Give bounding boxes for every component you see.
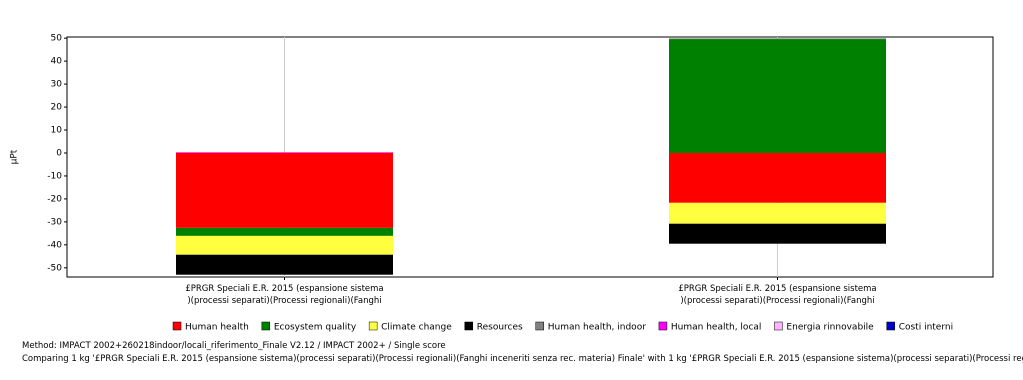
- legend-label: Climate change: [381, 323, 452, 333]
- y-axis-label: µPt: [10, 149, 20, 164]
- bar-segment: [669, 223, 886, 244]
- legend-label: Resources: [477, 323, 523, 333]
- legend-swatch: [774, 321, 783, 331]
- bar-segment: [669, 202, 886, 224]
- legend-swatch: [886, 321, 895, 331]
- bar-segment: [176, 254, 393, 275]
- y-tick-label: 30: [51, 80, 63, 90]
- y-tick-label: -50: [47, 263, 62, 273]
- x-tick-label: £PRGR Speciali E.R. 2015 (espansione sis…: [678, 284, 877, 306]
- legend-label: Human health, indoor: [548, 323, 646, 333]
- x-tick-label: £PRGR Speciali E.R. 2015 (espansione sis…: [185, 284, 384, 306]
- y-tick-label: -30: [47, 217, 62, 227]
- legend-label: Ecosystem quality: [274, 323, 357, 333]
- legend-swatch: [658, 321, 668, 331]
- comparison-text: Comparing 1 kg '£PRGR Speciali E.R. 2015…: [22, 354, 1023, 364]
- legend-label: Human health, local: [671, 323, 762, 333]
- y-tick-label: 40: [51, 57, 63, 67]
- bar-segment: [669, 39, 886, 153]
- legend-swatch: [535, 321, 544, 331]
- bar-segment: [176, 227, 393, 236]
- bar-segment: [669, 152, 886, 203]
- bar-segment: [669, 38, 886, 40]
- y-tick-label: 50: [51, 34, 63, 44]
- plot-frame: [66, 36, 994, 278]
- legend-swatch: [172, 321, 182, 331]
- legend-label: Human health: [185, 323, 249, 333]
- y-tick-label: -20: [47, 194, 62, 204]
- bar-segment: [176, 235, 393, 255]
- y-tick-label: -10: [47, 171, 62, 181]
- legend-swatch: [261, 321, 271, 331]
- bar-segment: [176, 152, 393, 228]
- legend-label: Costi interni: [899, 323, 953, 333]
- y-tick-label: 10: [51, 126, 63, 136]
- legend-swatch: [464, 321, 474, 331]
- y-tick-label: 0: [56, 148, 62, 158]
- y-tick-label: -40: [47, 240, 62, 250]
- method-text: Method: IMPACT 2002+260218indoor/locali_…: [22, 341, 446, 351]
- bar-segment: [176, 152, 393, 153]
- legend-label: Energia rinnovabile: [786, 323, 874, 333]
- y-tick-label: 20: [51, 103, 63, 113]
- legend-swatch: [368, 321, 378, 331]
